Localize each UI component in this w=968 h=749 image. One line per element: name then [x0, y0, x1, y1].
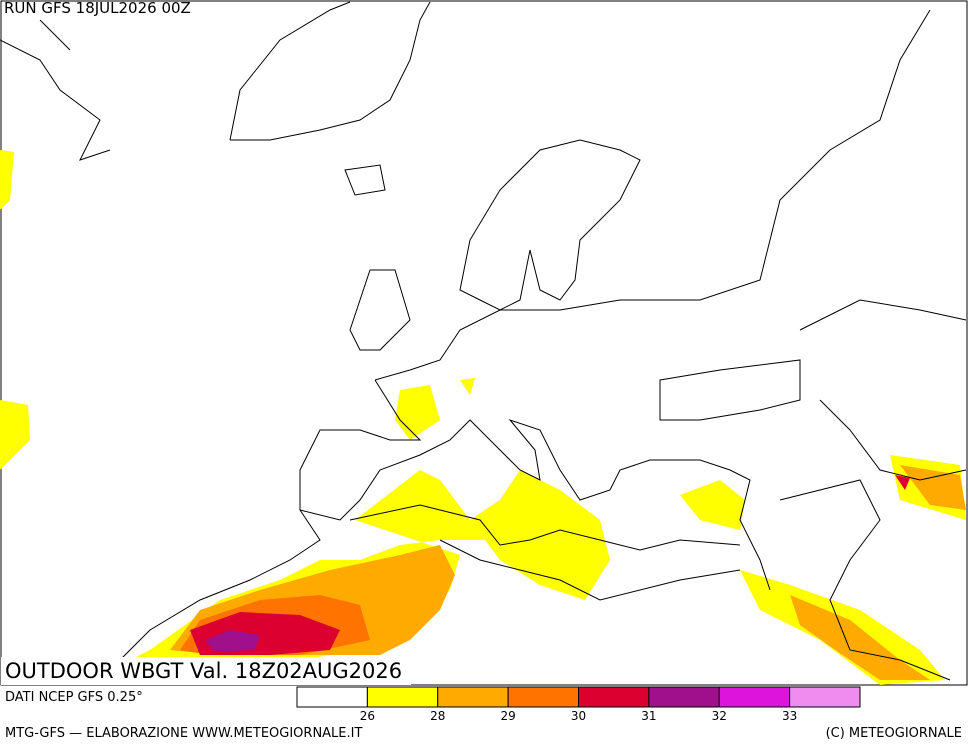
- legend-tick: 29: [500, 709, 515, 723]
- title-bg: [1, 657, 411, 685]
- legend-tick: 28: [430, 709, 445, 723]
- heat-area: [205, 630, 260, 652]
- coastline: [659, 299, 967, 681]
- heat-area: [190, 475, 910, 655]
- coastline: [459, 139, 641, 311]
- legend-tick: 33: [782, 709, 797, 723]
- legend-swatch: [578, 686, 650, 708]
- map: [0, 0, 968, 686]
- heat-area: [0, 150, 966, 685]
- source-label: DATI NCEP GFS 0.25°: [5, 690, 143, 705]
- legend-swatch: [437, 686, 509, 708]
- legend-swatch: [296, 686, 368, 708]
- run-label: RUN GFS 18JUL2026 00Z: [4, 0, 191, 17]
- legend-tick: 30: [571, 709, 586, 723]
- legend-swatch: [648, 686, 720, 708]
- heat-area: [170, 465, 966, 680]
- map-frame: [0, 0, 968, 686]
- legend-tick: 26: [360, 709, 375, 723]
- coastline: [349, 504, 741, 601]
- coastline: [119, 9, 931, 661]
- legend-tick: 32: [712, 709, 727, 723]
- coastline: [0, 19, 111, 161]
- legend-tick: 31: [641, 709, 656, 723]
- legend-swatch: [366, 686, 439, 708]
- coastline: [229, 1, 431, 141]
- map-title: OUTDOOR WBGT Val. 18Z02AUG2026: [5, 659, 402, 683]
- legend: 26 28 29 30 31 32 33: [296, 686, 861, 723]
- footer-left: MTG-GFS — ELABORAZIONE WWW.METEOGIORNALE…: [5, 726, 362, 741]
- footer-right: (C) METEOGIORNALE: [826, 726, 962, 741]
- legend-swatch: [789, 686, 861, 708]
- legend-swatch: [718, 686, 791, 708]
- legend-swatch: [507, 686, 579, 708]
- coastline: [344, 164, 386, 196]
